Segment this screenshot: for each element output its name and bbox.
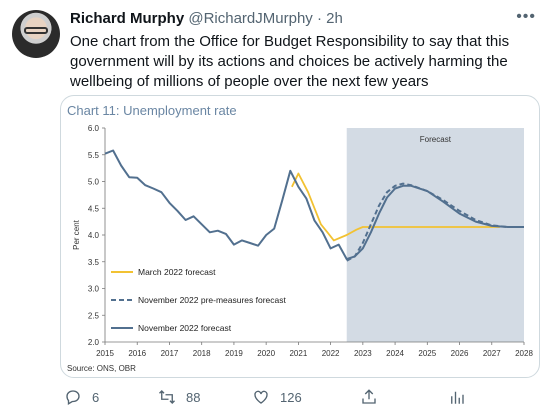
- share-icon: [362, 389, 376, 404]
- heart-icon: [254, 390, 268, 404]
- x-tick-label: 2017: [161, 349, 179, 358]
- legend-label-2: November 2022 pre-measures forecast: [138, 295, 287, 305]
- series-line-1: [291, 172, 500, 242]
- x-tick-label: 2028: [515, 349, 533, 358]
- x-tick-label: 2023: [354, 349, 372, 358]
- y-tick-label: 4.0: [88, 231, 100, 240]
- tweet-actions: 6 88 126: [60, 386, 540, 410]
- chart-source: Source: ONS, OBR: [67, 364, 136, 373]
- analytics-icon: [451, 391, 464, 404]
- like-count: 126: [280, 389, 302, 405]
- x-tick-label: 2026: [451, 349, 469, 358]
- avatar-glasses: [24, 27, 48, 34]
- y-tick-label: 2.0: [88, 338, 100, 347]
- retweet-icon: [159, 390, 175, 404]
- retweet-button[interactable]: 88: [158, 388, 200, 406]
- x-tick-label: 2022: [322, 349, 340, 358]
- x-tick-label: 2018: [193, 349, 211, 358]
- series-line-3: [104, 149, 524, 261]
- y-tick-label: 5.0: [88, 178, 100, 187]
- author-avatar[interactable]: [12, 10, 60, 58]
- y-axis-label: Per cent: [72, 219, 81, 250]
- tweet-text: One chart from the Office for Budget Res…: [70, 33, 510, 90]
- x-tick-label: 2024: [386, 349, 404, 358]
- y-tick-label: 4.5: [88, 204, 100, 213]
- reply-button[interactable]: 6: [64, 388, 99, 406]
- y-tick-label: 2.5: [88, 311, 100, 320]
- legend-label-1: March 2022 forecast: [138, 267, 216, 277]
- x-tick-label: 2025: [418, 349, 436, 358]
- chart-title: Chart 11: Unemployment rate: [67, 103, 237, 118]
- reply-count: 6: [92, 389, 100, 405]
- x-tick-label: 2016: [128, 349, 146, 358]
- x-tick-label: 2020: [257, 349, 275, 358]
- author-handle[interactable]: @RichardJMurphy: [188, 10, 313, 27]
- forecast-region: [346, 128, 524, 342]
- x-tick-label: 2027: [483, 349, 501, 358]
- analytics-button[interactable]: [448, 388, 466, 406]
- legend-label-3: November 2022 forecast: [138, 323, 232, 333]
- unemployment-chart: Chart 11: Unemployment rate Forecast 2.0 2.…: [67, 103, 533, 373]
- like-button[interactable]: 126: [252, 388, 302, 406]
- author-name[interactable]: Richard Murphy: [70, 10, 185, 27]
- tweet-timestamp[interactable]: 2h: [326, 10, 343, 27]
- share-button[interactable]: [360, 388, 378, 406]
- reply-icon: [66, 390, 80, 405]
- y-tick-label: 3.0: [88, 285, 100, 294]
- x-tick-label: 2015: [96, 349, 114, 358]
- x-tick-label: 2021: [289, 349, 307, 358]
- retweet-count: 88: [186, 389, 201, 405]
- tweet-header: Richard Murphy @RichardJMurphy · 2h: [70, 10, 530, 30]
- y-tick-label: 3.5: [88, 258, 100, 267]
- x-tick-label: 2019: [225, 349, 243, 358]
- series-line-2: [346, 182, 524, 262]
- tweet-media-chart[interactable]: Chart 11: Unemployment rate Forecast 2.0 2.…: [60, 95, 540, 378]
- y-tick-label: 6.0: [88, 124, 100, 133]
- header-separator: ·: [316, 10, 322, 27]
- y-tick-label: 5.5: [88, 151, 100, 160]
- more-horizontal-icon[interactable]: •••: [516, 8, 536, 25]
- forecast-label: Forecast: [420, 135, 452, 144]
